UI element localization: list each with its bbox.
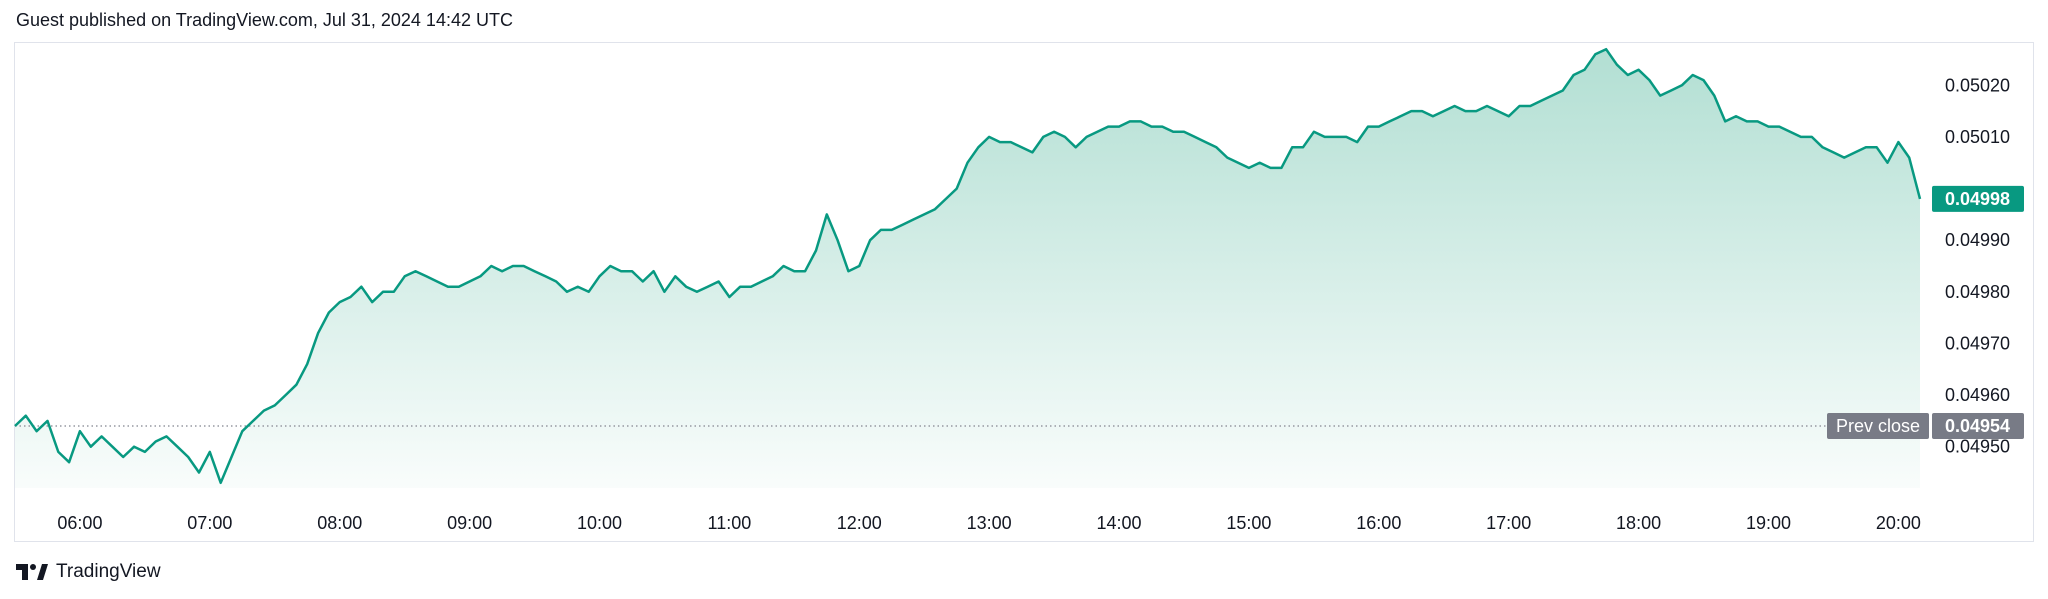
x-tick-label: 13:00 bbox=[967, 513, 1012, 533]
y-tick-label: 0.04970 bbox=[1945, 333, 2010, 353]
x-tick-label: 20:00 bbox=[1876, 513, 1921, 533]
x-tick-label: 07:00 bbox=[187, 513, 232, 533]
price-line-layer bbox=[14, 47, 1922, 485]
x-tick-label: 15:00 bbox=[1226, 513, 1271, 533]
price-line bbox=[14, 47, 1922, 485]
price-chart[interactable]: 0.04950 0.04960 0.04970 0.04980 0.04990 0.050… bbox=[0, 0, 2048, 560]
y-tick-label: 0.05010 bbox=[1945, 127, 2010, 147]
x-tick-label: 09:00 bbox=[447, 513, 492, 533]
footer-brand[interactable]: TradingView bbox=[16, 561, 161, 583]
y-tick-label: 0.04960 bbox=[1945, 385, 2010, 405]
x-tick-label: 11:00 bbox=[708, 513, 752, 533]
chart-frame bbox=[14, 42, 2034, 542]
publish-info: Guest published on TradingView.com, Jul … bbox=[16, 10, 513, 30]
prev-close-value: 0.04954 bbox=[1945, 416, 2010, 436]
time-axis[interactable]: 06:00 07:00 08:00 09:00 10:00 11:00 12:00 13:00… bbox=[57, 513, 1920, 533]
y-tick-label: 0.05020 bbox=[1945, 75, 2010, 95]
price-axis[interactable]: 0.04950 0.04960 0.04970 0.04980 0.04990 0.050… bbox=[1945, 75, 2010, 456]
x-tick-label: 08:00 bbox=[317, 513, 362, 533]
x-tick-label: 18:00 bbox=[1616, 513, 1661, 533]
x-tick-label: 10:00 bbox=[577, 513, 622, 533]
y-tick-label: 0.04950 bbox=[1945, 437, 2010, 457]
price-badges: 0.04998 Prev close 0.04954 bbox=[1827, 185, 2024, 440]
prev-close-badge bbox=[1932, 413, 2024, 440]
x-tick-label: 06:00 bbox=[57, 513, 102, 533]
price-area bbox=[15, 49, 1920, 488]
x-tick-label: 17:00 bbox=[1486, 513, 1531, 533]
x-tick-label: 16:00 bbox=[1356, 513, 1401, 533]
y-tick-label: 0.04980 bbox=[1945, 282, 2010, 302]
x-tick-label: 19:00 bbox=[1746, 513, 1791, 533]
prev-close-tag bbox=[1827, 413, 1929, 440]
x-tick-label: 14:00 bbox=[1097, 513, 1142, 533]
x-tick-label: 12:00 bbox=[837, 513, 882, 533]
prev-close-text: Prev close bbox=[1836, 416, 1920, 436]
brand-name: TradingView bbox=[56, 561, 161, 582]
y-tick-label: 0.04990 bbox=[1945, 230, 2010, 250]
area-fill-layer bbox=[15, 49, 1920, 488]
tradingview-logo-icon bbox=[16, 564, 48, 580]
last-price-badge bbox=[1932, 185, 2024, 212]
last-price-label: 0.04998 bbox=[1945, 189, 2010, 209]
